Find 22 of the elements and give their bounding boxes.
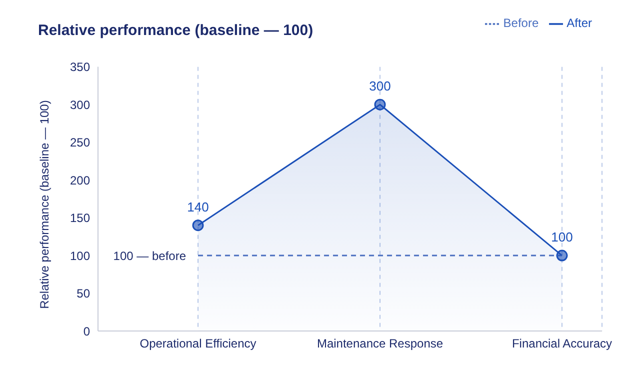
chart-title: Relative performance (baseline — 100) [38, 22, 314, 39]
data-label: 100 [551, 230, 573, 245]
y-tick-label: 250 [70, 136, 90, 150]
data-label: 140 [187, 199, 209, 214]
y-tick-label: 50 [76, 286, 90, 301]
y-tick-label: 350 [70, 60, 90, 74]
data-label: 300 [369, 78, 391, 94]
y-tick-label: 0 [83, 324, 90, 338]
y-tick-label: 200 [70, 173, 90, 188]
y-tick-label: 300 [70, 98, 90, 112]
x-tick-label: Financial Accuracy [512, 336, 612, 351]
point [556, 250, 568, 262]
point [192, 220, 204, 232]
y-tick-label: 100 [70, 248, 90, 263]
y-tick-label: 150 [70, 211, 90, 226]
point [374, 98, 386, 110]
legend-label: After [566, 16, 592, 30]
y-axis-title: Relative performance (baseline — 100) [37, 100, 52, 309]
x-tick-label: Operational Efficiency [140, 336, 256, 351]
legend-label: Before [503, 16, 539, 30]
x-tick-label: Maintenance Response [316, 336, 444, 351]
annotation: 100 — before [113, 248, 186, 263]
